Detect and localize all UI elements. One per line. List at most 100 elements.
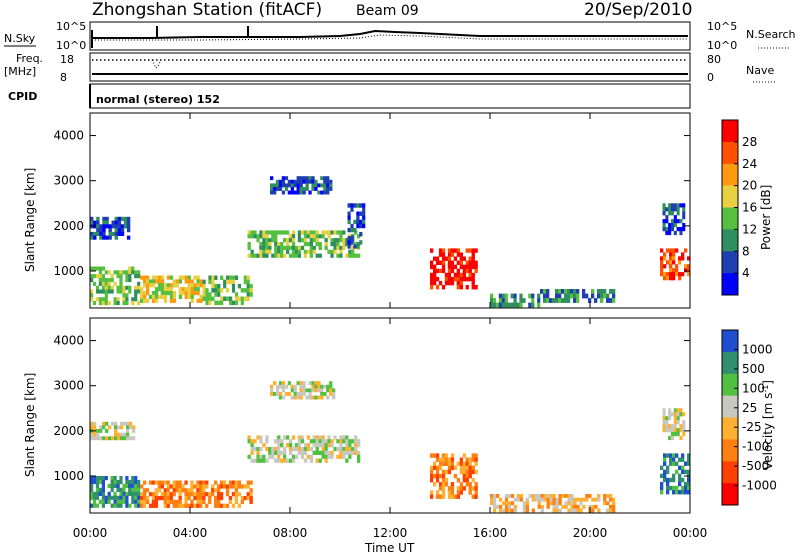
- station-title: Zhongshan Station (fitACF): [92, 0, 322, 20]
- data-cell: [271, 234, 275, 239]
- data-cell: [126, 216, 131, 221]
- data-cell: [107, 289, 111, 294]
- data-cell: [471, 457, 475, 462]
- data-cell: [294, 245, 299, 250]
- data-cell: [300, 454, 305, 459]
- data-cell: [666, 490, 670, 495]
- data-cell: [302, 392, 306, 396]
- data-cell: [666, 453, 670, 458]
- freq-tick-high: 18: [60, 53, 74, 66]
- data-cell: [246, 283, 250, 289]
- data-cell: [214, 496, 218, 501]
- data-cell: [101, 285, 105, 290]
- data-cell: [317, 384, 321, 389]
- data-cell: [166, 492, 170, 497]
- data-cell: [543, 298, 547, 303]
- data-cell: [441, 461, 446, 466]
- data-cell: [288, 447, 293, 452]
- data-cell: [306, 447, 310, 452]
- data-cell: [122, 499, 126, 504]
- data-cell: [187, 287, 191, 292]
- data-cell: [345, 447, 349, 452]
- colorbar-tick-label: 16: [742, 201, 757, 215]
- data-cell: [516, 497, 521, 502]
- data-cell: [303, 447, 308, 452]
- data-cell: [234, 480, 238, 485]
- data-cell: [329, 384, 333, 389]
- data-cell: [148, 503, 153, 508]
- data-cell: [113, 281, 117, 286]
- data-cell: [225, 492, 230, 497]
- data-cell: [678, 473, 682, 479]
- data-cell: [354, 439, 358, 444]
- data-cell: [490, 497, 494, 502]
- colorbar-swatch: [722, 273, 738, 296]
- data-cell: [450, 453, 455, 458]
- data-cell: [143, 492, 147, 497]
- data-cell: [163, 480, 167, 485]
- colorbar-tick-label: -100: [742, 440, 769, 454]
- data-cell: [441, 494, 446, 499]
- data-cell: [219, 503, 224, 508]
- data-cell: [324, 443, 328, 448]
- data-cell: [324, 454, 328, 459]
- data-cell: [166, 283, 171, 288]
- data-cell: [126, 421, 130, 426]
- data-cell: [114, 436, 118, 441]
- data-cell: [450, 260, 455, 265]
- data-cell: [234, 499, 238, 504]
- data-cell: [447, 276, 452, 282]
- data-cell: [345, 435, 349, 440]
- data-cell: [603, 293, 607, 299]
- data-cell: [501, 298, 505, 303]
- data-cell: [330, 253, 334, 258]
- data-cell: [549, 494, 553, 498]
- data-cell: [114, 421, 118, 426]
- data-cell: [90, 421, 94, 426]
- data-cell: [682, 215, 686, 220]
- data-cell: [228, 480, 233, 485]
- data-cell: [438, 494, 443, 499]
- data-cell: [315, 450, 319, 455]
- data-cell: [90, 274, 94, 279]
- data-cell: [561, 289, 565, 294]
- data-cell: [459, 486, 463, 491]
- data-cell: [122, 285, 126, 290]
- data-cell: [270, 384, 274, 389]
- data-cell: [312, 439, 316, 444]
- data-cell: [435, 478, 440, 483]
- data-cell: [108, 228, 112, 233]
- data-cell: [660, 473, 664, 479]
- data-cell: [465, 264, 469, 270]
- data-cell: [312, 230, 316, 235]
- data-cell: [312, 443, 316, 448]
- data-cell: [297, 230, 302, 235]
- data-cell: [441, 268, 446, 274]
- data-cell: [450, 486, 455, 491]
- data-cell: [345, 253, 349, 258]
- data-cell: [113, 491, 117, 496]
- data-cell: [199, 294, 203, 299]
- data-cell: [676, 428, 680, 433]
- data-cell: [347, 219, 351, 225]
- data-cell: [438, 280, 443, 286]
- data-cell: [154, 488, 159, 493]
- data-cell: [196, 484, 200, 489]
- data-cell: [202, 492, 206, 497]
- data-cell: [278, 395, 283, 400]
- data-cell: [169, 484, 173, 489]
- data-cell: [93, 436, 97, 441]
- data-cell: [202, 288, 206, 293]
- data-cell: [326, 179, 330, 184]
- data-cell: [113, 483, 117, 489]
- data-cell: [507, 501, 512, 506]
- data-cell: [315, 230, 319, 235]
- data-cell: [329, 183, 333, 188]
- data-cell: [543, 293, 547, 299]
- data-cell: [513, 504, 518, 509]
- data-cell: [450, 461, 455, 466]
- data-cell: [558, 289, 562, 294]
- data-cell: [104, 499, 108, 504]
- data-cell: [125, 301, 129, 306]
- data-cell: [148, 492, 153, 497]
